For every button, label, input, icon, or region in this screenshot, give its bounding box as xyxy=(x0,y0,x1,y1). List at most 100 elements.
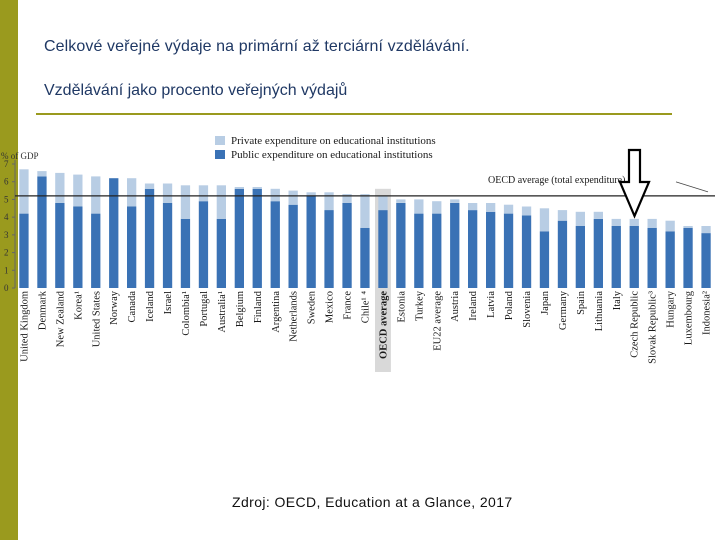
bar-public xyxy=(450,203,460,288)
category-label: Finland xyxy=(253,290,264,323)
bar-public xyxy=(234,188,244,288)
y-tick-label: 0 xyxy=(4,283,9,293)
category-label: EU22 average xyxy=(432,291,443,351)
bar-private xyxy=(73,174,83,207)
bar-private xyxy=(360,194,370,228)
category-label: Poland xyxy=(504,290,515,320)
category-label: Iceland xyxy=(145,290,156,322)
bar-private xyxy=(144,183,155,189)
bar-private xyxy=(414,199,424,214)
y-tick-label: 7 xyxy=(4,159,9,169)
bar-public xyxy=(468,210,478,288)
category-label: Sweden xyxy=(307,290,318,324)
category-label: Belgium xyxy=(235,291,246,327)
bar-public xyxy=(55,203,65,288)
bar-public xyxy=(342,203,352,288)
category-label: Ireland xyxy=(468,290,479,320)
category-label: Chile¹ ⁴ xyxy=(361,291,372,324)
category-label: Norway xyxy=(109,290,120,325)
bar-private xyxy=(486,203,496,212)
bar-private xyxy=(701,226,711,234)
bar-public xyxy=(414,213,424,288)
bar-private xyxy=(180,185,191,219)
bar-public xyxy=(575,226,585,288)
category-label: Germany xyxy=(558,290,569,330)
bar-private xyxy=(252,187,262,189)
source-note: Zdroj: OECD, Education at a Glance, 2017 xyxy=(232,494,513,510)
bar-public xyxy=(198,201,209,288)
bar-public xyxy=(360,227,370,288)
bar-private xyxy=(683,226,693,228)
bar-public xyxy=(73,206,83,288)
category-label: Korea¹ xyxy=(73,291,84,320)
reference-label-leader xyxy=(675,181,709,193)
category-label: New Zealand xyxy=(55,290,66,347)
bar-public xyxy=(521,215,532,288)
category-label: Slovak Republic³ xyxy=(648,291,659,364)
bar-public xyxy=(665,231,675,288)
category-label: Czech Republic xyxy=(630,291,641,358)
bar-private xyxy=(342,194,352,203)
bar-public xyxy=(216,218,226,288)
bar-private xyxy=(55,172,65,203)
bar-private xyxy=(629,218,639,226)
bar-public xyxy=(91,213,101,288)
category-label: OECD average xyxy=(378,291,389,359)
bar-private xyxy=(432,201,442,214)
bar-public xyxy=(629,226,639,288)
bar-private xyxy=(270,188,280,202)
bar-private xyxy=(593,211,603,219)
bar-private xyxy=(216,185,226,219)
legend-label-public: Public expenditure on educational instit… xyxy=(231,149,433,161)
plot-area: 0 1 2 3 4 5 6 7 United Kingdom Denmark New Zealand… xyxy=(4,159,715,372)
category-label: Indonesia² xyxy=(702,291,713,335)
bar-private xyxy=(288,190,298,205)
bar-public xyxy=(162,203,173,288)
y-tick-label: 3 xyxy=(4,230,9,240)
bar-private xyxy=(521,206,532,216)
bar-public xyxy=(557,220,568,288)
bar-private xyxy=(19,169,29,214)
bar-public xyxy=(647,227,657,288)
bar-private xyxy=(647,218,657,228)
bar-public xyxy=(611,226,621,288)
y-axis-label: % of GDP xyxy=(1,151,39,161)
category-label: Austria xyxy=(450,291,461,322)
bar-public xyxy=(306,195,316,288)
category-label: Latvia xyxy=(486,291,497,318)
y-tick-label: 2 xyxy=(4,248,9,258)
category-label: Luxembourg xyxy=(684,290,695,345)
bar-private xyxy=(468,203,478,211)
bar-private xyxy=(378,195,388,211)
bar-public xyxy=(37,176,47,288)
bar-public xyxy=(19,213,29,288)
category-label: United Kingdom xyxy=(20,291,31,362)
bar-public xyxy=(432,213,442,288)
bar-private xyxy=(396,199,406,203)
category-label: Canada xyxy=(127,291,138,323)
category-label: Estonia xyxy=(396,291,407,323)
category-label: Lithuania xyxy=(594,291,605,332)
oecd-average-reference-label: OECD average (total expenditure) xyxy=(488,175,625,186)
bar-public xyxy=(180,218,191,288)
category-label: Mexico xyxy=(325,291,336,323)
bar-private xyxy=(450,199,460,203)
bar-public xyxy=(378,210,388,288)
bar-public xyxy=(593,218,603,288)
bar-public xyxy=(503,213,514,288)
legend: Private expenditure on educational insti… xyxy=(215,135,436,161)
bar-private xyxy=(575,211,585,226)
category-label: Spain xyxy=(576,290,587,315)
bar-public xyxy=(701,233,711,288)
slide-title: Celkové veřejné výdaje na primární až te… xyxy=(44,38,470,55)
category-label: Portugal xyxy=(199,291,210,327)
bar-public xyxy=(396,203,406,288)
title-divider xyxy=(36,113,672,115)
category-label: Slovenia xyxy=(522,291,533,328)
legend-swatch-public xyxy=(215,150,225,159)
bar-private xyxy=(234,187,244,189)
category-label: Colombia¹ xyxy=(181,291,192,336)
category-label: Argentina xyxy=(271,291,282,333)
category-label: Australia¹ xyxy=(217,291,228,333)
selection-arrow-icon xyxy=(618,148,651,219)
